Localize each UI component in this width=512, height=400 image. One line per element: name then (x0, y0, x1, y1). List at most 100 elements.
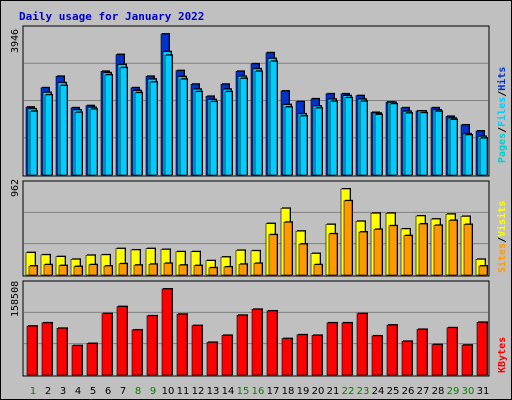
bar-pages (194, 91, 203, 176)
day-label: 20 (312, 386, 325, 397)
day-label: 28 (432, 386, 445, 397)
day-label: 14 (222, 386, 235, 397)
bar-kbytes (56, 328, 68, 376)
bar-kbytes (476, 322, 488, 376)
bar-sites (148, 263, 158, 276)
bar-kbytes (356, 313, 368, 376)
day-label: 19 (297, 386, 310, 397)
bar-sites (223, 266, 233, 276)
bar-pages (449, 119, 458, 176)
bar-kbytes (431, 344, 443, 376)
bar-pages (134, 92, 143, 176)
legend-visits: Visits (496, 201, 508, 237)
day-label: 13 (207, 386, 220, 397)
bar-sites (118, 263, 128, 276)
bar-sites (268, 234, 278, 276)
bar-pages (299, 115, 308, 176)
bar-kbytes (101, 313, 113, 376)
bar-sites (133, 264, 143, 276)
bar-pages (479, 137, 488, 176)
bar-sites (193, 265, 203, 276)
bar-sites (358, 231, 368, 276)
bar-kbytes (86, 343, 98, 376)
bar-sites (328, 233, 338, 276)
bar-pages (464, 134, 473, 176)
bar-kbytes (41, 322, 53, 376)
day-label: 9 (150, 386, 156, 397)
bar-pages (29, 111, 38, 176)
day-label: 1 (30, 386, 36, 397)
day-label: 5 (90, 386, 96, 397)
legend-hits-files-pages: Pages/Files/Hits (496, 67, 508, 163)
bar-sites (73, 266, 83, 276)
bar-sites (283, 221, 293, 276)
bar-pages (149, 81, 158, 176)
bar-kbytes (296, 334, 308, 376)
bar-sites (178, 264, 188, 276)
bar-kbytes (371, 335, 383, 376)
day-label: 24 (372, 386, 385, 397)
bar-kbytes (116, 306, 128, 376)
max-label-visits: 962 (10, 179, 21, 197)
bar-sites (418, 223, 428, 276)
bar-pages (239, 78, 248, 176)
bar-pages (389, 103, 398, 176)
bar-sites (28, 265, 38, 276)
day-label: 15 (237, 386, 250, 397)
day-label: 4 (75, 386, 81, 397)
bar-sites (448, 220, 458, 276)
day-label: 17 (267, 386, 280, 397)
chart-title: Daily usage for January 2022 (19, 10, 204, 23)
bar-sites (313, 264, 323, 276)
bar-pages (179, 78, 188, 176)
bar-sites (463, 224, 473, 276)
bar-pages (404, 112, 413, 176)
bar-pages (344, 97, 353, 176)
day-label: 26 (402, 386, 415, 397)
bar-sites (58, 265, 68, 276)
bar-kbytes (281, 338, 293, 376)
bar-sites (343, 200, 353, 276)
day-label: 21 (327, 386, 340, 397)
bar-pages (254, 71, 263, 176)
bar-sites (253, 263, 263, 276)
bar-kbytes (326, 322, 338, 376)
bar-pages (359, 101, 368, 176)
bar-pages (419, 112, 428, 176)
bar-pages (44, 94, 53, 176)
bar-pages (284, 106, 293, 176)
bar-kbytes (341, 322, 353, 376)
bar-pages (269, 61, 278, 176)
day-label: 30 (462, 386, 475, 397)
bar-kbytes (386, 324, 398, 376)
day-label: 16 (252, 386, 265, 397)
bar-kbytes (26, 325, 38, 376)
day-labels: 1 2 3 4 5 6 7 8 9 10 11 12 13 14 15 16 17 18 19 20 21 22 23 24 2… (30, 386, 490, 397)
day-label: 29 (447, 386, 460, 397)
bar-kbytes (71, 345, 83, 376)
bar-pages (329, 101, 338, 176)
bar-sites (163, 263, 173, 276)
day-label: 22 (342, 386, 355, 397)
bar-pages (314, 107, 323, 176)
max-label-kbytes: 158508 (10, 281, 21, 317)
bar-pages (89, 108, 98, 176)
day-label: 11 (177, 386, 190, 397)
legend-kbytes: KBytes (497, 337, 508, 373)
bar-kbytes (131, 329, 143, 376)
bar-kbytes (311, 335, 323, 376)
day-label: 23 (357, 386, 370, 397)
bar-sites (208, 267, 218, 276)
bar-sites (88, 264, 98, 276)
day-label: 6 (105, 386, 111, 397)
bar-pages (59, 85, 68, 176)
bar-marks (25, 33, 488, 376)
bar-sites (478, 265, 488, 276)
day-label: 2 (45, 386, 51, 397)
bar-kbytes (401, 341, 413, 376)
bar-kbytes (236, 315, 248, 376)
day-label: 10 (162, 386, 175, 397)
legend-kbytes-group: KBytes (497, 337, 508, 373)
bar-sites (373, 229, 383, 276)
